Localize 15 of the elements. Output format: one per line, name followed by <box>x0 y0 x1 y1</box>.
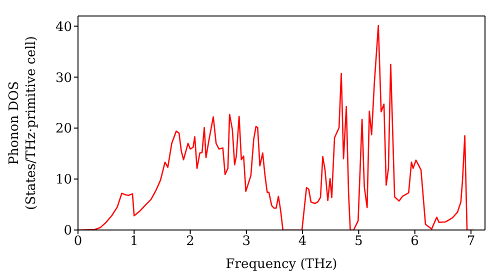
x-tick-label: 6 <box>410 234 419 250</box>
x-tick-label: 4 <box>298 234 307 250</box>
y-tick-label: 30 <box>55 70 72 86</box>
x-tick-label: 3 <box>242 234 251 250</box>
x-tick-label: 0 <box>74 234 82 250</box>
x-axis-title: Frequency (THz) <box>226 257 338 272</box>
y-tick-label: 0 <box>64 224 72 239</box>
x-tick-label: 1 <box>130 234 138 250</box>
y-tick-label: 40 <box>55 20 72 35</box>
y-axis-title: Phonon DOS (States/THz·primitive cell) <box>7 36 39 210</box>
x-tick-label: 2 <box>186 234 194 250</box>
x-tick-label: 5 <box>354 234 363 250</box>
x-tick-label: 7 <box>466 234 476 250</box>
y-tick-label: 10 <box>55 172 72 188</box>
y-tick-label: 20 <box>55 122 72 137</box>
